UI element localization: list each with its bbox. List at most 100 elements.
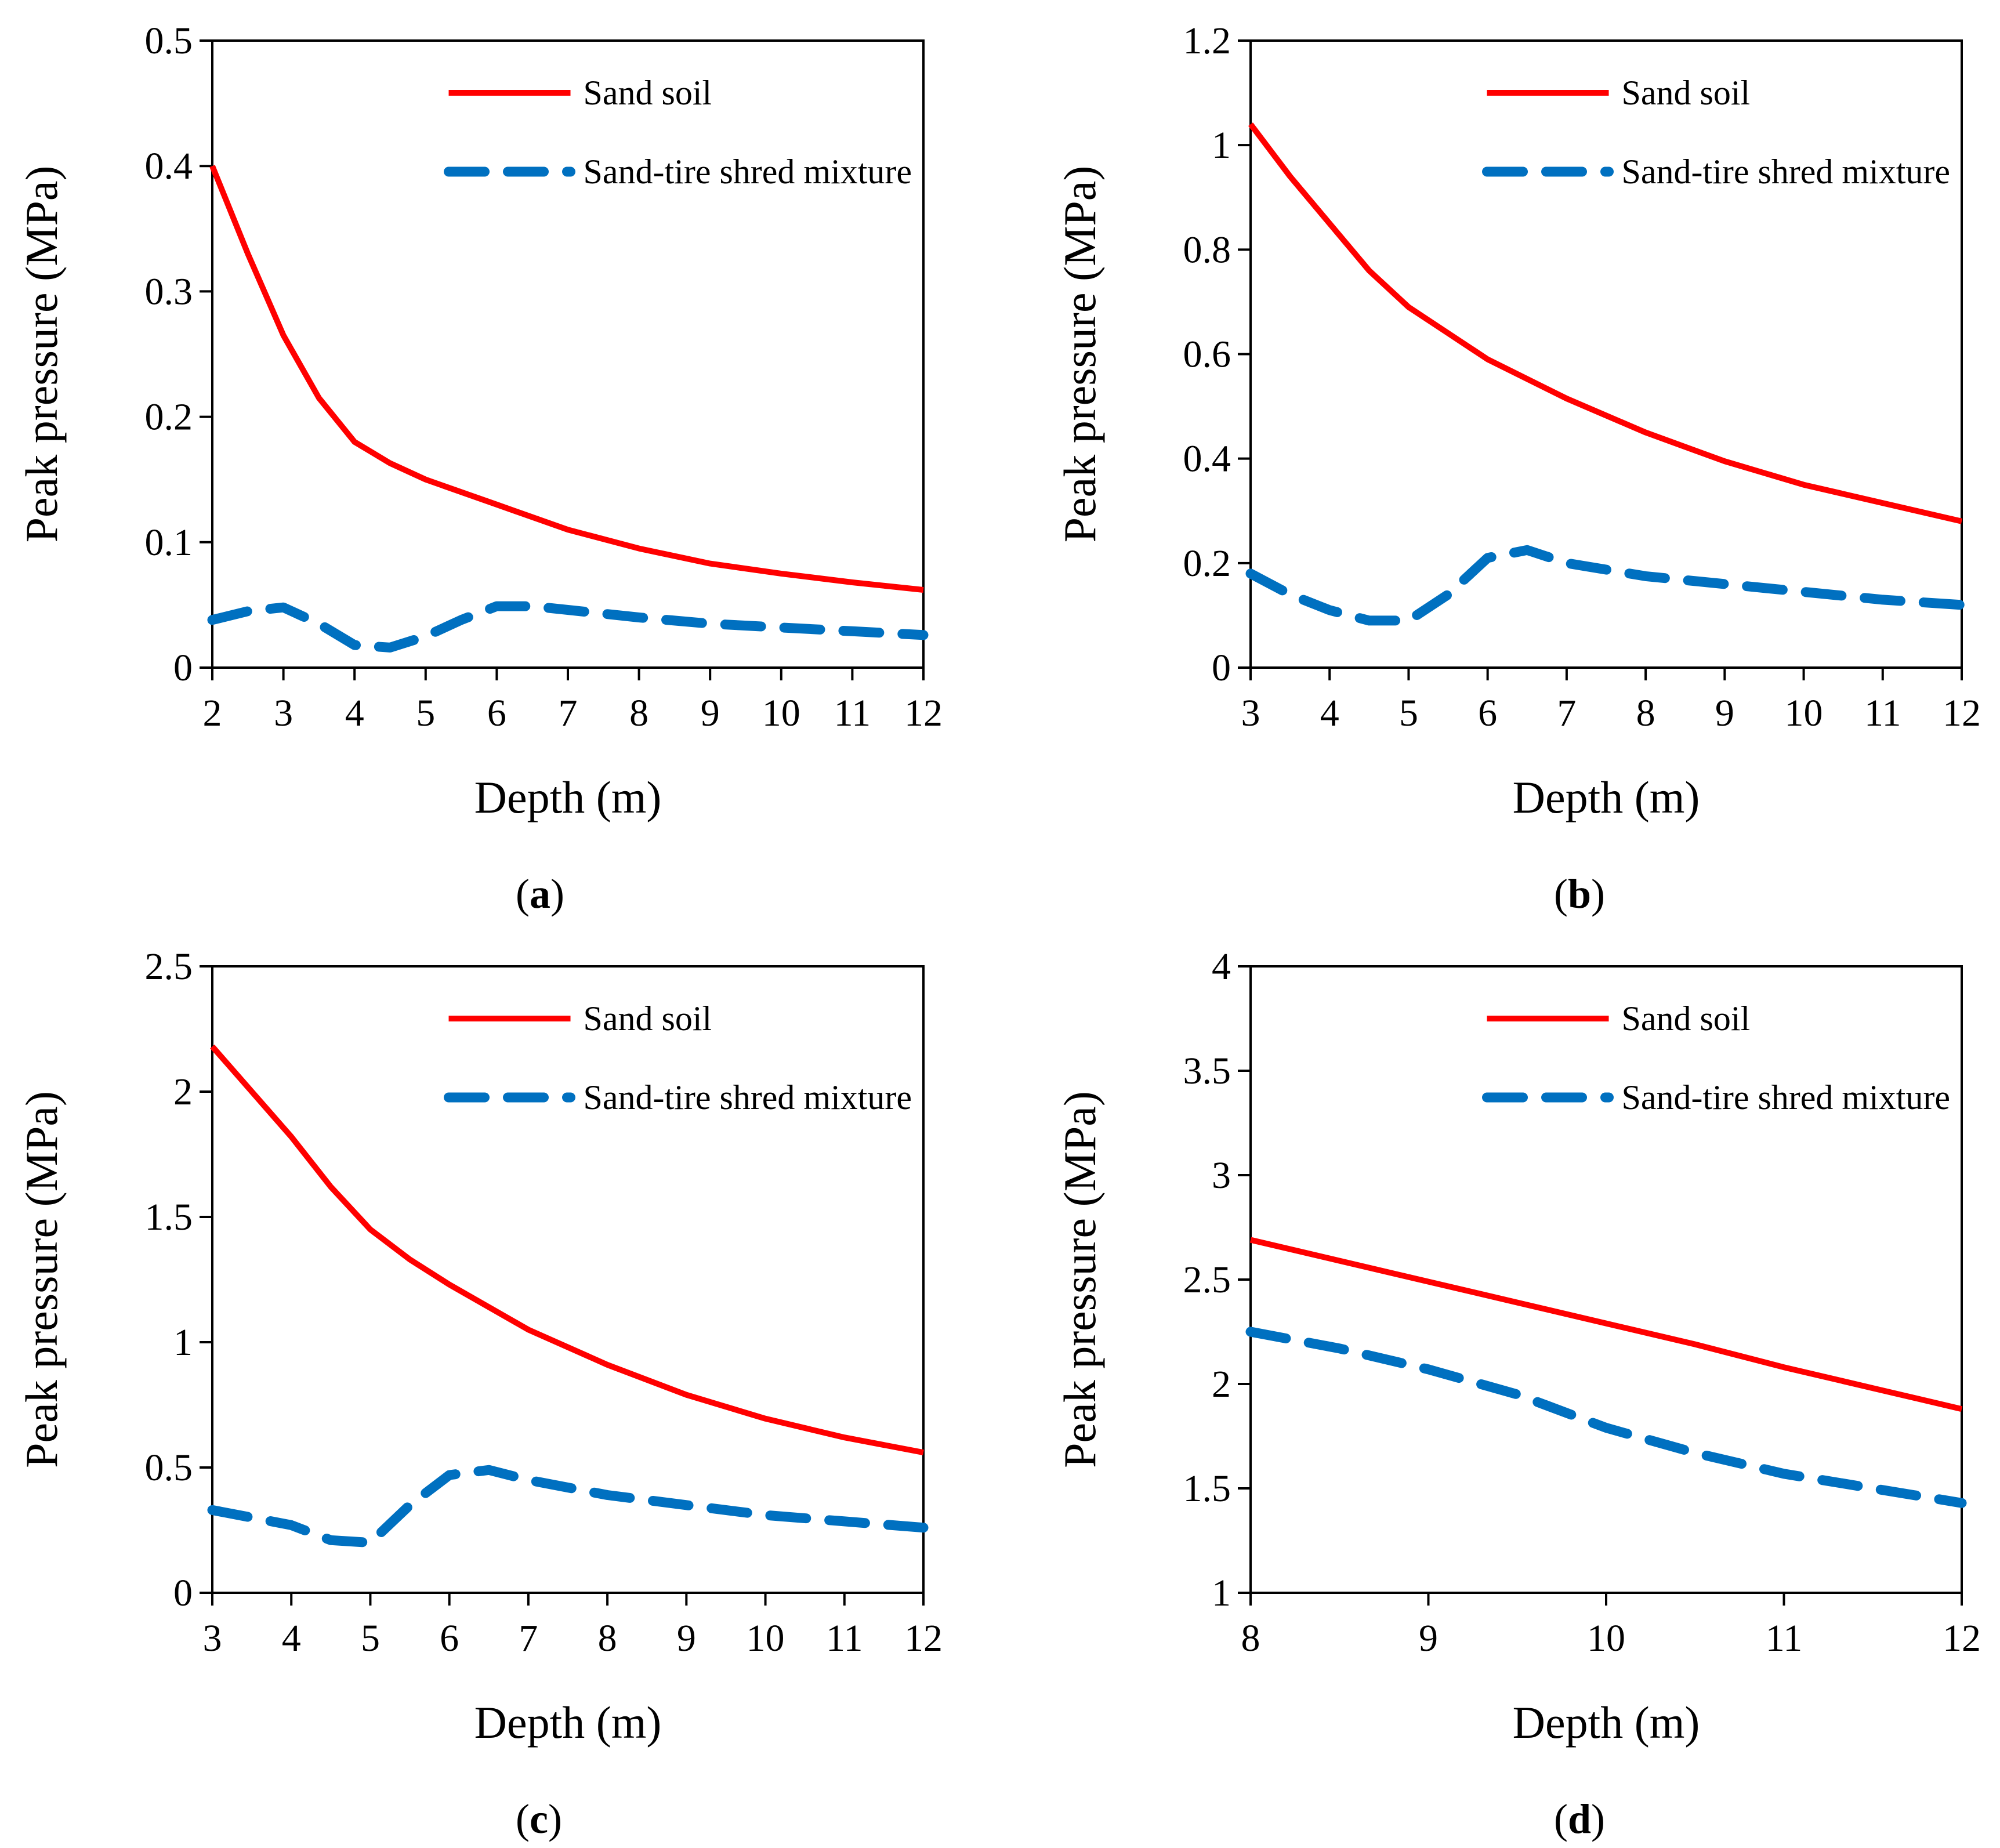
chart-d: 1 1.5 2 2.5 3 3.5 4 8 9 10 11 12 Depth (m) Peak press… (1055, 945, 1981, 1842)
chart-b-y-tick-label: 1 (1212, 124, 1231, 166)
chart-b-x-tick-label: 12 (1943, 692, 1981, 734)
chart-a-x-tick-label: 10 (762, 692, 800, 734)
chart-d-y-tick-label: 3 (1212, 1154, 1231, 1197)
chart-b-x-tick-label: 7 (1557, 692, 1576, 734)
chart-d-x-tick-label: 11 (1766, 1617, 1803, 1659)
chart-a-series-sand-soil-line (209, 165, 924, 593)
chart-d-y-tick-label: 1.5 (1183, 1467, 1231, 1510)
chart-b-x-tick-label: 6 (1478, 692, 1497, 734)
chart-d-legend-label-sand-tire-mixture: Sand-tire shred mixture (1622, 1078, 1951, 1117)
chart-a-y-tick-label: 0.2 (145, 396, 193, 439)
chart-b-caption-letter: b (1568, 871, 1591, 917)
chart-c-caption-letter: c (530, 1796, 548, 1842)
chart-d-caption-letter: d (1568, 1796, 1591, 1842)
chart-b-x-tick-label: 9 (1715, 692, 1734, 734)
chart-c-caption: (c) (516, 1796, 562, 1842)
chart-a-legend-label-sand-tire-mixture: Sand-tire shred mixture (584, 153, 912, 191)
chart-a-caption: (a) (516, 871, 564, 917)
chart-d-series-sand-tire-mixture-line (1245, 1327, 1967, 1508)
chart-d-y-tick-label: 2 (1212, 1363, 1231, 1405)
chart-c-x-tick-label: 4 (282, 1617, 301, 1659)
chart-a-x-tick-label: 2 (203, 692, 222, 734)
chart-d-y-tick-label: 1 (1212, 1572, 1231, 1614)
chart-c-y-tick-label: 1 (173, 1321, 193, 1364)
chart-a-x-tick-label: 8 (629, 692, 648, 734)
chart-b-y-axis-title: Peak pressure (MPa) (1055, 166, 1105, 543)
chart-a-x-tick-label: 11 (834, 692, 871, 734)
chart-b-y-tick-label: 0.6 (1183, 334, 1231, 376)
chart-b-y-tick-label: 1.2 (1183, 20, 1231, 62)
chart-b-series-sand-tire-mixture-line (1245, 545, 1967, 626)
chart-c-y-tick-label: 1.5 (145, 1196, 193, 1238)
chart-a-x-axis-title: Depth (m) (474, 772, 662, 822)
chart-c: 0 0.5 1 1.5 2 2.5 3 4 5 6 7 8 9 10 11 12 Depth (m) Peak p… (16, 945, 943, 1842)
chart-c-y-tick-label: 2 (173, 1071, 193, 1113)
chart-b-x-axis-title: Depth (m) (1513, 772, 1700, 822)
chart-c-y-axis-title: Peak pressure (MPa) (16, 1091, 67, 1468)
chart-a: 0 0.1 0.2 0.3 0.4 0.5 2 3 4 5 6 7 8 9 10 11 12 Depth (m) P… (16, 20, 943, 917)
chart-b-y-tick-label: 0.2 (1183, 542, 1231, 585)
chart-d-y-tick-label: 4 (1212, 945, 1231, 988)
chart-b-y-tick-label: 0.8 (1183, 229, 1231, 271)
chart-c-y-tick-label: 2.5 (145, 945, 193, 988)
chart-c-x-tick-label: 9 (677, 1617, 696, 1659)
chart-d-x-tick-label: 10 (1587, 1617, 1625, 1659)
chart-c-x-axis-title: Depth (m) (474, 1697, 662, 1748)
chart-c-x-tick-label: 3 (203, 1617, 222, 1659)
chart-b-y-tick-label: 0.4 (1183, 438, 1231, 480)
chart-b-x-tick-label: 11 (1864, 692, 1901, 734)
chart-a-x-tick-label: 9 (701, 692, 720, 734)
chart-a-plot-frame (211, 39, 925, 669)
chart-a-caption-letter: a (530, 871, 550, 917)
chart-c-y-tick-label: 0.5 (145, 1447, 193, 1489)
chart-a-legend-label-sand-soil: Sand soil (584, 74, 712, 112)
chart-c-x-tick-label: 8 (598, 1617, 617, 1659)
chart-c-series-sand-soil-line (210, 1044, 924, 1456)
chart-d-plot-frame (1249, 965, 1963, 1594)
chart-a-y-axis-title: Peak pressure (MPa) (16, 166, 67, 543)
chart-b-x-tick-label: 5 (1399, 692, 1418, 734)
chart-c-x-tick-label: 5 (361, 1617, 380, 1659)
chart-b-legend-label-sand-soil: Sand soil (1622, 74, 1751, 112)
chart-c-legend-label-sand-soil: Sand soil (584, 999, 712, 1038)
chart-d-x-axis-title: Depth (m) (1513, 1697, 1700, 1748)
chart-c-series-sand-tire-mixture-line (207, 1465, 929, 1548)
chart-d-legend-label-sand-soil: Sand soil (1622, 999, 1751, 1038)
chart-b-x-tick-label: 10 (1785, 692, 1823, 734)
chart-b-x-tick-label: 4 (1320, 692, 1339, 734)
chart-d-y-axis-title: Peak pressure (MPa) (1055, 1091, 1105, 1468)
chart-d-series-sand-soil-line (1249, 1237, 1963, 1412)
chart-a-y-tick-label: 0 (173, 647, 193, 689)
chart-d-caption: (d) (1554, 1796, 1605, 1842)
chart-b-caption: (b) (1554, 871, 1605, 917)
chart-d-y-tick-label: 2.5 (1183, 1259, 1231, 1301)
chart-c-legend-label-sand-tire-mixture: Sand-tire shred mixture (584, 1078, 912, 1117)
chart-a-y-tick-label: 0.4 (145, 145, 193, 187)
chart-b-x-tick-label: 8 (1636, 692, 1655, 734)
chart-a-x-tick-label: 4 (345, 692, 364, 734)
chart-a-x-tick-label: 7 (559, 692, 578, 734)
chart-d-x-tick-label: 9 (1419, 1617, 1438, 1659)
chart-a-x-tick-label: 5 (416, 692, 435, 734)
chart-d-x-tick-label: 12 (1943, 1617, 1981, 1659)
chart-c-y-tick-label: 0 (173, 1572, 193, 1614)
chart-c-x-tick-label: 6 (440, 1617, 459, 1659)
chart-d-x-tick-label: 8 (1241, 1617, 1260, 1659)
chart-b-x-tick-label: 3 (1241, 692, 1260, 734)
chart-a-y-tick-label: 0.3 (145, 270, 193, 313)
chart-a-x-tick-label: 3 (274, 692, 293, 734)
chart-a-y-tick-label: 0.5 (145, 20, 193, 62)
chart-a-y-tick-label: 0.1 (145, 521, 193, 564)
chart-b-legend-label-sand-tire-mixture: Sand-tire shred mixture (1622, 153, 1951, 191)
chart-c-x-tick-label: 11 (826, 1617, 863, 1659)
chart-a-series-sand-tire-mixture-line (207, 601, 929, 653)
chart-b-series-sand-soil-line (1248, 122, 1963, 524)
chart-c-x-tick-label: 7 (519, 1617, 538, 1659)
chart-b: 0 0.2 0.4 0.6 0.8 1 1.2 3 4 5 6 7 8 9 10 11 12 Depth (m) P… (1055, 20, 1981, 917)
chart-a-x-tick-label: 12 (904, 692, 943, 734)
chart-d-y-tick-label: 3.5 (1183, 1050, 1231, 1092)
chart-c-x-tick-label: 12 (904, 1617, 943, 1659)
chart-c-plot-frame (211, 965, 925, 1594)
chart-c-x-tick-label: 10 (747, 1617, 785, 1659)
